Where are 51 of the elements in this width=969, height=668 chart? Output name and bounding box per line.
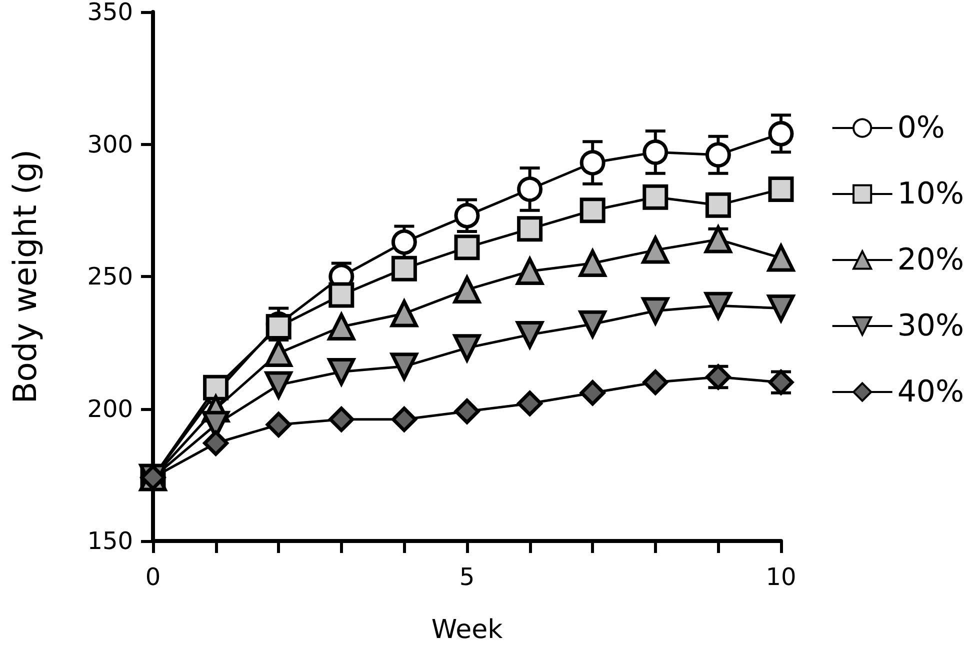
point bbox=[453, 276, 481, 304]
point bbox=[517, 216, 543, 242]
point bbox=[266, 314, 292, 340]
point bbox=[390, 300, 418, 328]
point bbox=[203, 374, 229, 400]
legend-label: 10% bbox=[897, 176, 964, 212]
point bbox=[390, 352, 418, 380]
y-tick-label: 150 bbox=[87, 527, 133, 555]
x-tick-label: 0 bbox=[145, 563, 161, 591]
y-tick-label: 300 bbox=[87, 130, 133, 158]
point bbox=[203, 430, 229, 456]
point bbox=[391, 406, 417, 432]
point bbox=[264, 371, 292, 399]
point bbox=[642, 297, 670, 325]
legend-label: 0% bbox=[897, 110, 945, 146]
y-tick-label: 250 bbox=[87, 262, 133, 290]
legend-label: 30% bbox=[897, 308, 964, 344]
point bbox=[454, 398, 480, 424]
point bbox=[642, 370, 668, 396]
point bbox=[642, 139, 668, 165]
x-tick-label: 10 bbox=[766, 563, 796, 591]
point bbox=[768, 120, 794, 146]
point bbox=[705, 142, 731, 168]
y-tick-label: 200 bbox=[87, 394, 133, 423]
point bbox=[516, 257, 544, 285]
point bbox=[266, 412, 292, 438]
point bbox=[580, 380, 606, 406]
point bbox=[453, 334, 481, 362]
point bbox=[454, 234, 480, 260]
point bbox=[705, 192, 731, 218]
point bbox=[328, 282, 354, 308]
y-axis-title: Body weight (g) bbox=[6, 149, 44, 404]
point bbox=[768, 176, 794, 202]
y-tick-label: 350 bbox=[87, 0, 133, 26]
point bbox=[517, 176, 543, 202]
point bbox=[642, 236, 670, 264]
point bbox=[704, 226, 732, 254]
x-tick-label: 5 bbox=[459, 563, 475, 591]
point bbox=[580, 198, 606, 224]
legend-label: 40% bbox=[897, 374, 964, 410]
x-axis-title: Week bbox=[431, 615, 503, 645]
point bbox=[704, 292, 732, 320]
point bbox=[767, 244, 795, 272]
point bbox=[391, 256, 417, 282]
point bbox=[517, 390, 543, 416]
point bbox=[328, 406, 354, 432]
legend-label: 20% bbox=[897, 242, 964, 278]
point bbox=[454, 202, 480, 228]
point bbox=[642, 184, 668, 210]
point bbox=[391, 229, 417, 255]
point bbox=[580, 150, 606, 176]
